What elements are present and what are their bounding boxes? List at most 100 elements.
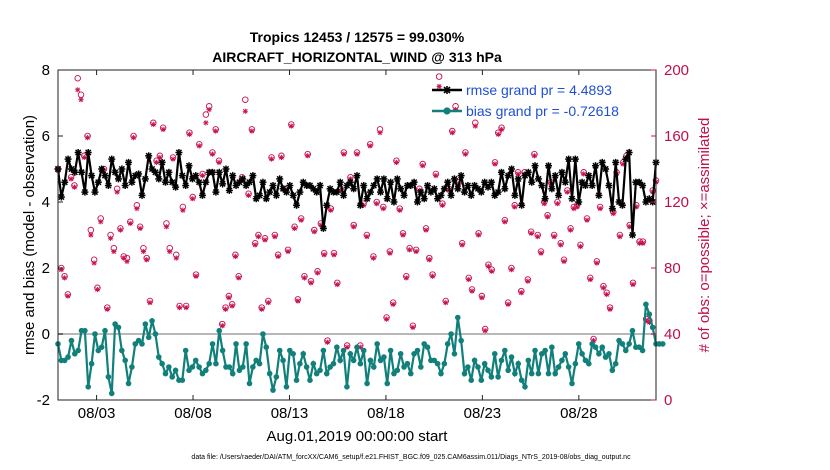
bias-point: [152, 331, 159, 337]
obs-assimilated-point: [515, 171, 521, 177]
obs-assimilated-point: [68, 176, 74, 182]
rmse-point: [504, 172, 512, 180]
legend: rmse grand pr = 4.4893 bias grand pr = -…: [432, 82, 619, 119]
rmse-point: [457, 172, 465, 180]
bias-point: [434, 360, 441, 367]
bias-point: [394, 367, 401, 374]
bias-point: [525, 357, 532, 364]
rmse-point: [511, 191, 519, 199]
obs-assimilated-point: [193, 273, 199, 279]
bias-point: [166, 364, 172, 370]
obs-assimilated-point: [98, 219, 104, 225]
bias-point: [239, 364, 246, 370]
rmse-point: [282, 188, 290, 196]
bias-point: [189, 364, 196, 370]
bias-point: [418, 364, 424, 370]
bias-point: [542, 347, 548, 354]
rmse-point: [561, 178, 569, 186]
rmse-point: [444, 178, 452, 186]
rmse-point: [450, 175, 458, 183]
rmse-point: [387, 178, 395, 186]
rmse-point: [501, 185, 509, 193]
bias-point: [92, 331, 98, 337]
rmse-point: [162, 178, 170, 186]
bias-point: [196, 364, 202, 370]
y-left-tick-label: 6: [42, 128, 50, 145]
obs-assimilated-point: [163, 224, 170, 230]
rmse-point: [434, 195, 442, 203]
rmse-point: [481, 178, 489, 186]
bias-point: [569, 380, 575, 387]
bias-point: [357, 360, 364, 367]
obs-assimilated-point: [380, 206, 386, 212]
obs-assimilated-point: [209, 151, 216, 157]
rmse-point: [518, 201, 526, 209]
bias-point: [649, 324, 656, 331]
rmse-point: [467, 191, 475, 199]
obs-assimilated-point: [259, 306, 265, 312]
rmse-point: [427, 188, 435, 196]
rmse-point: [313, 188, 321, 196]
rmse-point: [544, 162, 552, 170]
rmse-point: [158, 158, 166, 166]
obs-assimilated-point: [472, 123, 478, 129]
obs-assimilated-point: [305, 153, 311, 159]
rmse-point: [420, 195, 428, 203]
bias-point: [182, 347, 189, 354]
bias-point: [229, 370, 236, 377]
obs-assimilated-point: [190, 196, 196, 202]
obs-assimilated-point: [439, 202, 446, 208]
x-tick-label: 08/08: [174, 405, 212, 422]
rmse-point: [514, 175, 522, 183]
rmse-point: [202, 178, 210, 186]
obs-assimilated-point: [268, 156, 275, 162]
obs-assimilated-point: [137, 225, 143, 231]
obs-assimilated-point: [630, 281, 636, 288]
obs-assimilated-point: [334, 281, 340, 288]
obs-assimilated-point: [374, 201, 380, 207]
rmse-point: [296, 188, 304, 196]
obs-assimilated-point: [475, 232, 482, 238]
obs-assimilated-point: [610, 210, 616, 217]
obs-assimilated-point: [607, 306, 613, 312]
rmse-point: [487, 178, 495, 186]
rmse-point: [484, 183, 492, 191]
bias-point: [330, 360, 337, 367]
bias-point: [142, 321, 149, 327]
rmse-point: [534, 175, 542, 183]
rmse-point: [551, 172, 559, 180]
bias-point: [139, 341, 145, 347]
rmse-point: [178, 172, 186, 180]
rmse-point: [400, 191, 408, 199]
legend-rmse-label: rmse grand pr = 4.4893: [466, 82, 612, 98]
rmse-point: [360, 182, 368, 189]
bias-point: [290, 351, 296, 357]
obs-assimilated-point: [222, 306, 229, 312]
bias-point: [555, 364, 562, 370]
obs-assimilated-point: [186, 131, 193, 137]
obs-assimilated-point: [554, 201, 561, 207]
obs-assimilated-point: [397, 207, 403, 213]
rmse-point: [222, 165, 230, 173]
bias-point: [149, 318, 155, 324]
obs-assimilated-point: [600, 285, 607, 291]
rmse-point: [417, 188, 425, 196]
bias-point: [646, 311, 653, 318]
rmse-point: [198, 191, 206, 199]
rmse-point: [111, 168, 119, 176]
bias-point: [468, 377, 475, 384]
obs-assimilated-point: [581, 171, 587, 177]
rmse-point: [373, 175, 381, 183]
bias-point: [119, 347, 125, 354]
bias-point: [216, 327, 223, 334]
bias-point: [518, 377, 525, 384]
bias-point: [532, 347, 538, 354]
chart-title: Tropics 12453 / 12575 = 99.030%: [250, 29, 465, 45]
bias-point: [465, 364, 471, 370]
obs-assimilated-point: [584, 217, 590, 223]
obs-assimilated-point: [406, 247, 413, 253]
obs-possible-point: [242, 96, 249, 103]
obs-assimilated-point: [295, 298, 301, 304]
rmse-point: [168, 178, 176, 186]
rmse-point: [558, 168, 566, 176]
